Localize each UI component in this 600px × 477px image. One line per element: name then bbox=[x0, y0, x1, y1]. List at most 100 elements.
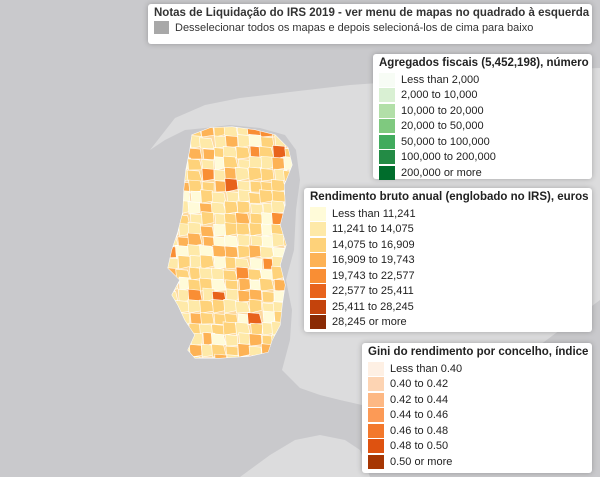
municipality-area[interactable] bbox=[199, 299, 215, 314]
municipality-area[interactable] bbox=[235, 166, 251, 182]
municipality-area[interactable] bbox=[247, 312, 263, 325]
legend-item: 200,000 or more bbox=[379, 165, 586, 181]
municipality-area[interactable] bbox=[235, 301, 251, 314]
legend-item: 50,000 to 100,000 bbox=[379, 134, 586, 150]
municipality-area[interactable] bbox=[235, 146, 251, 160]
legend-swatch bbox=[310, 268, 326, 283]
legend-label: 0.46 to 0.48 bbox=[390, 424, 449, 437]
legend-label: 22,577 to 25,411 bbox=[332, 285, 414, 298]
municipality-area[interactable] bbox=[187, 232, 203, 248]
legend-item: 19,743 to 22,577 bbox=[310, 268, 586, 284]
municipality-area[interactable] bbox=[211, 191, 227, 204]
municipality-area[interactable] bbox=[223, 235, 239, 248]
legend-item: 20,000 to 50,000 bbox=[379, 119, 586, 135]
deselect-maps-toggle[interactable]: Desselecionar todos os mapas e depois se… bbox=[154, 21, 586, 34]
municipality-area[interactable] bbox=[198, 137, 215, 150]
legend-swatch bbox=[379, 88, 395, 103]
legend-label: 14,075 to 16,909 bbox=[332, 238, 415, 251]
municipality-area[interactable] bbox=[199, 254, 215, 270]
layer-checkbox-icon[interactable] bbox=[154, 21, 169, 34]
legend-label: 10,000 to 20,000 bbox=[401, 104, 484, 117]
municipality-area[interactable] bbox=[201, 168, 215, 182]
municipality-area[interactable] bbox=[226, 354, 240, 368]
legend-swatch bbox=[379, 165, 395, 180]
legend-label: Less than 0.40 bbox=[390, 362, 463, 375]
municipality-area[interactable] bbox=[200, 225, 215, 238]
municipality-area[interactable] bbox=[213, 223, 227, 237]
municipality-area[interactable] bbox=[222, 269, 239, 282]
legend-swatch bbox=[368, 361, 384, 376]
municipality-area[interactable] bbox=[201, 211, 215, 226]
legend-swatch bbox=[310, 222, 326, 237]
municipality-area[interactable] bbox=[237, 313, 251, 326]
municipality-area[interactable] bbox=[248, 192, 263, 204]
municipality-area[interactable] bbox=[225, 288, 239, 303]
legend-item: 25,411 to 28,245 bbox=[310, 299, 586, 315]
legend-label: 20,000 to 50,000 bbox=[401, 120, 484, 133]
municipality-area[interactable] bbox=[187, 355, 203, 368]
legend-title: Rendimento bruto anual (englobado no IRS… bbox=[310, 191, 589, 203]
municipality-area[interactable] bbox=[223, 155, 239, 171]
legend-item: 28,245 or more bbox=[310, 315, 586, 331]
municipality-area[interactable] bbox=[260, 136, 275, 149]
municipality-area[interactable] bbox=[260, 168, 275, 182]
municipality-area[interactable] bbox=[224, 334, 239, 347]
legend-item: 100,000 to 200,000 bbox=[379, 150, 586, 166]
legend-swatch bbox=[368, 377, 384, 392]
legend-swatch bbox=[368, 408, 384, 423]
municipality-area[interactable] bbox=[248, 288, 263, 303]
municipality-area[interactable] bbox=[236, 200, 251, 215]
legend-label: 28,245 or more bbox=[332, 316, 407, 329]
legend-swatch bbox=[310, 299, 326, 314]
municipality-area[interactable] bbox=[225, 135, 239, 149]
municipality-area[interactable] bbox=[237, 343, 251, 358]
municipality-area[interactable] bbox=[237, 134, 251, 149]
legend-label: 25,411 to 28,245 bbox=[332, 300, 414, 313]
municipality-area[interactable] bbox=[261, 291, 275, 303]
legend-item: 14,075 to 16,909 bbox=[310, 237, 586, 253]
municipality-area[interactable] bbox=[202, 148, 216, 161]
legend-label: Less than 11,241 bbox=[332, 207, 416, 220]
municipality-area[interactable] bbox=[224, 245, 239, 259]
municipality-area[interactable] bbox=[224, 200, 239, 215]
legend-swatch bbox=[368, 392, 384, 407]
municipality-area[interactable] bbox=[235, 321, 251, 336]
legend-swatch bbox=[379, 72, 395, 87]
municipality-area[interactable] bbox=[186, 169, 203, 182]
municipality-area[interactable] bbox=[249, 257, 263, 270]
legend-item: 2,000 to 10,000 bbox=[379, 88, 586, 104]
municipality-area[interactable] bbox=[189, 213, 203, 226]
municipality-area[interactable] bbox=[224, 222, 239, 237]
municipality-area[interactable] bbox=[200, 312, 215, 325]
municipality-area[interactable] bbox=[248, 298, 263, 314]
legend-label: Less than 2,000 bbox=[401, 73, 480, 86]
municipality-area[interactable] bbox=[213, 255, 227, 270]
legend-item: 16,909 to 19,743 bbox=[310, 253, 586, 269]
legend-label: 16,909 to 19,743 bbox=[332, 254, 415, 267]
legend-item: 0.46 to 0.48 bbox=[368, 423, 586, 439]
legend-swatch bbox=[368, 423, 384, 438]
legend-swatch bbox=[310, 284, 326, 299]
municipality-area[interactable] bbox=[248, 333, 263, 347]
municipality-area[interactable] bbox=[213, 169, 227, 182]
municipality-area[interactable] bbox=[224, 177, 239, 193]
municipality-area[interactable] bbox=[250, 322, 263, 336]
legend-title: Gini do rendimento por concelho, índice bbox=[368, 346, 589, 358]
municipality-area[interactable] bbox=[248, 222, 263, 237]
municipality-area[interactable] bbox=[214, 353, 228, 368]
legend-rendimento: Rendimento bruto anual (englobado no IRS… bbox=[304, 188, 592, 332]
municipality-area[interactable] bbox=[237, 245, 251, 259]
municipality-area[interactable] bbox=[177, 255, 191, 270]
municipality-area[interactable] bbox=[187, 158, 203, 171]
municipality-area[interactable] bbox=[235, 222, 251, 237]
title-panel: Notas de Liquidação do IRS 2019 - ver me… bbox=[148, 4, 592, 44]
legend-label: 100,000 to 200,000 bbox=[401, 151, 496, 164]
municipality-area[interactable] bbox=[259, 277, 275, 292]
municipality-area[interactable] bbox=[187, 147, 203, 160]
municipality-area[interactable] bbox=[237, 289, 251, 303]
municipality-area[interactable] bbox=[188, 179, 203, 193]
legend-swatch bbox=[379, 134, 395, 149]
legend-item: 11,241 to 14,075 bbox=[310, 222, 586, 238]
legend-item: Less than 2,000 bbox=[379, 72, 586, 88]
municipality-area[interactable] bbox=[237, 234, 251, 248]
